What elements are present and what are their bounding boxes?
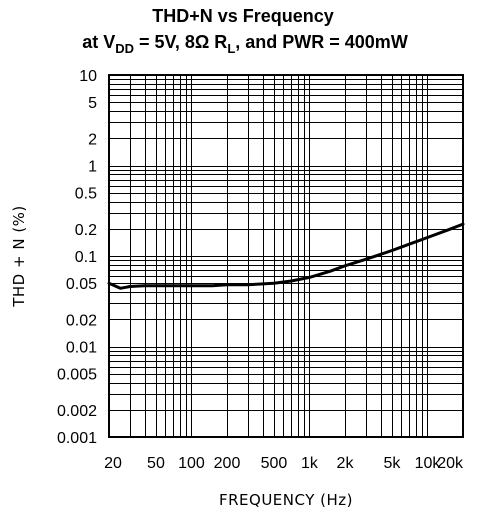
x-axis-label: FREQUENCY (Hz) xyxy=(219,491,353,509)
thd-n-curve xyxy=(107,222,465,290)
subtitle-sub-1: DD xyxy=(115,41,134,56)
y-tick-label: 5 xyxy=(88,95,97,112)
y-tick-label: 0.05 xyxy=(66,276,97,293)
y-tick-label: 0.01 xyxy=(66,340,97,357)
subtitle-sub-2: L xyxy=(227,41,235,56)
x-tick-label: 1k xyxy=(301,455,319,472)
x-tick-label: 500 xyxy=(261,455,288,472)
x-tick-label: 50 xyxy=(147,455,165,472)
plot-frame xyxy=(108,74,464,438)
y-tick-label: 1 xyxy=(88,159,97,176)
subtitle-part-3: , and PWR = 400mW xyxy=(235,32,408,52)
x-tick-label: 5k xyxy=(384,455,402,472)
x-tick-label: 10k xyxy=(415,455,442,472)
chart-subtitle: at VDD = 5V, 8Ω RL, and PWR = 400mW xyxy=(82,32,408,56)
x-tick-label: 20k xyxy=(437,455,464,472)
x-tick-label: 100 xyxy=(178,455,205,472)
y-tick-label: 0.1 xyxy=(75,249,97,266)
chart-title: THD+N vs Frequency xyxy=(152,6,334,26)
x-tick-label: 20 xyxy=(104,455,122,472)
y-tick-label: 0.005 xyxy=(57,367,97,384)
y-tick-label: 0.001 xyxy=(57,430,97,447)
y-tick-label: 2 xyxy=(88,131,97,148)
y-axis-label: THD + N (%) xyxy=(10,205,28,308)
subtitle-part-2: = 5V, 8Ω R xyxy=(134,32,227,52)
subtitle-part-1: at V xyxy=(82,32,115,52)
plot-grid xyxy=(109,75,463,437)
y-tick-label: 10 xyxy=(79,68,97,85)
y-tick-label: 0.002 xyxy=(57,403,97,420)
y-tick-label: 0.02 xyxy=(66,312,97,329)
y-tick-label: 0.2 xyxy=(75,222,97,239)
x-tick-label: 200 xyxy=(214,455,241,472)
y-tick-label: 0.5 xyxy=(75,186,97,203)
x-tick-label: 2k xyxy=(337,455,355,472)
y-tick-labels: 10 5 2 1 0.5 0.2 0.1 0.05 0.02 0.01 0.005 0.002 0.00… xyxy=(57,68,97,447)
